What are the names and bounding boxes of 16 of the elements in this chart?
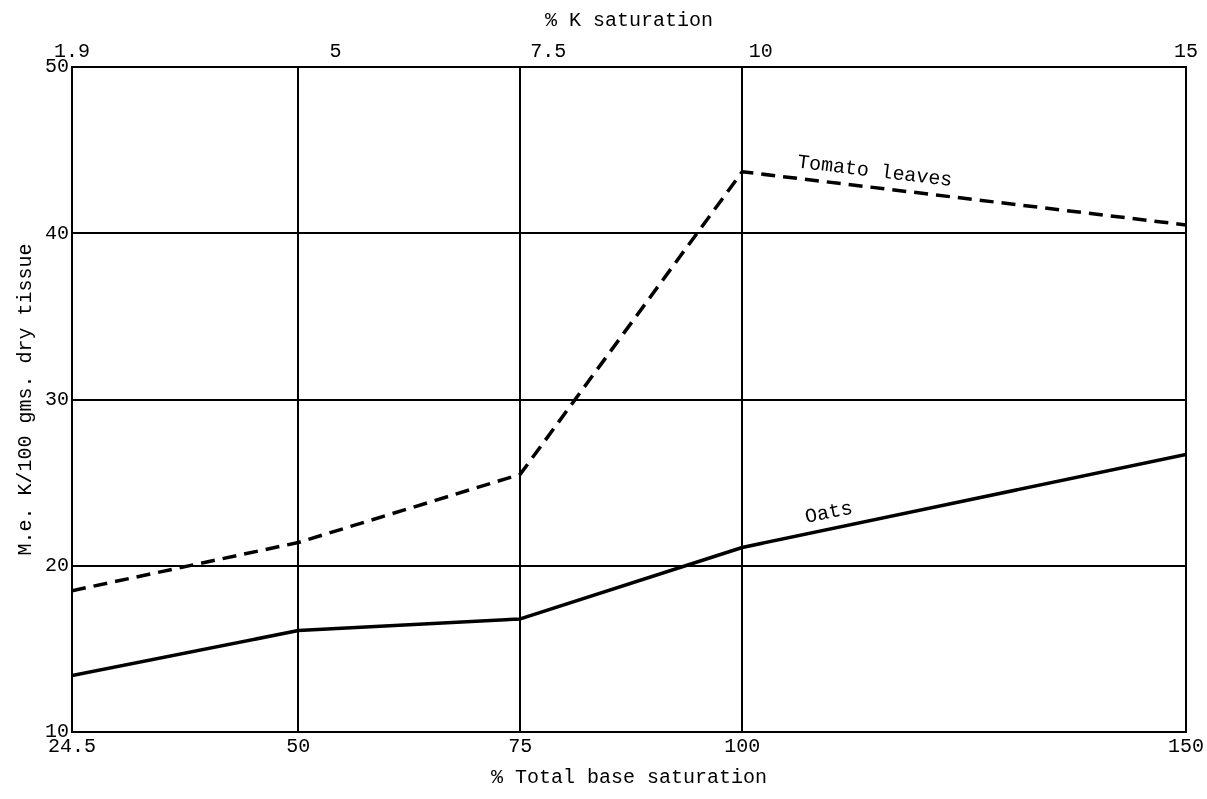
y-tick-label: 30 bbox=[44, 387, 69, 411]
text: Tomato leaves bbox=[795, 150, 954, 193]
x2-tick-label: 15 bbox=[1173, 40, 1198, 64]
y-tick-label: 40 bbox=[44, 221, 69, 245]
y-tick-label: 20 bbox=[44, 554, 69, 578]
y-axis-title: M.e. K/100 gms. dry tissue bbox=[14, 243, 38, 556]
x2-tick-label: 7.5 bbox=[530, 40, 567, 64]
x-tick-label: 75 bbox=[508, 735, 533, 759]
x-tick-label: 100 bbox=[724, 735, 761, 759]
x-tick-label: 50 bbox=[286, 735, 311, 759]
text: Oats bbox=[803, 496, 855, 529]
x-axis-title: % Total base saturation bbox=[490, 766, 768, 790]
x2-tick-label: 5 bbox=[329, 40, 342, 64]
x-tick-label: 150 bbox=[1167, 735, 1204, 759]
x2-axis-title: % K saturation bbox=[544, 9, 714, 33]
x2-tick-label: 10 bbox=[748, 40, 773, 64]
